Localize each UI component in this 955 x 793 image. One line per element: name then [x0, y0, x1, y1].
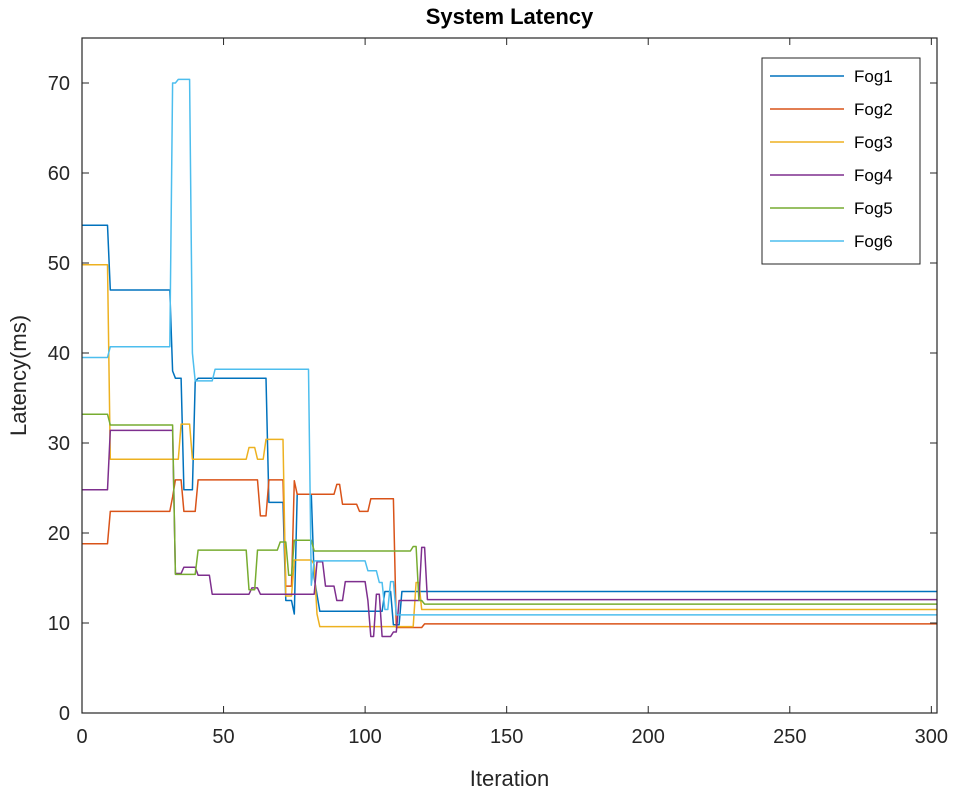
legend-label-fog4: Fog4 — [854, 166, 893, 185]
y-axis-ticks: 0 10 20 30 40 50 60 70 — [48, 73, 937, 725]
legend: Fog1 Fog2 Fog3 Fog4 Fog5 Fog6 — [761, 57, 921, 265]
legend-label-fog2: Fog2 — [854, 100, 893, 119]
legend-label-fog6: Fog6 — [854, 232, 893, 251]
y-axis-label: Latency(ms) — [6, 315, 31, 436]
y-tick-label: 40 — [48, 343, 70, 365]
y-tick-label: 70 — [48, 73, 70, 95]
y-tick-label: 30 — [48, 433, 70, 455]
y-tick-label: 50 — [48, 253, 70, 275]
y-tick-label: 0 — [59, 703, 70, 725]
x-tick-label: 200 — [632, 726, 665, 748]
x-tick-label: 100 — [348, 726, 381, 748]
y-tick-label: 60 — [48, 163, 70, 185]
x-tick-label: 250 — [773, 726, 806, 748]
y-tick-label: 20 — [48, 523, 70, 545]
series-layer — [82, 78, 937, 638]
axes-frame — [81, 37, 938, 714]
x-axis-ticks: 0 50 100 150 200 250 300 — [76, 38, 948, 748]
x-tick-label: 300 — [915, 726, 948, 748]
series-line-fog3 — [82, 264, 937, 628]
series-line-fog2 — [82, 479, 937, 629]
series-line-fog5 — [82, 413, 937, 605]
y-tick-label: 10 — [48, 613, 70, 635]
legend-label-fog1: Fog1 — [854, 67, 893, 86]
series-line-fog6 — [82, 78, 937, 616]
legend-box — [761, 57, 921, 265]
series-line-fog4 — [82, 429, 937, 638]
x-axis-label: Iteration — [470, 766, 550, 791]
legend-label-fog3: Fog3 — [854, 133, 893, 152]
x-tick-label: 50 — [212, 726, 234, 748]
chart-title: System Latency — [426, 4, 594, 29]
legend-label-fog5: Fog5 — [854, 199, 893, 218]
x-tick-label: 0 — [76, 726, 87, 748]
x-tick-label: 150 — [490, 726, 523, 748]
